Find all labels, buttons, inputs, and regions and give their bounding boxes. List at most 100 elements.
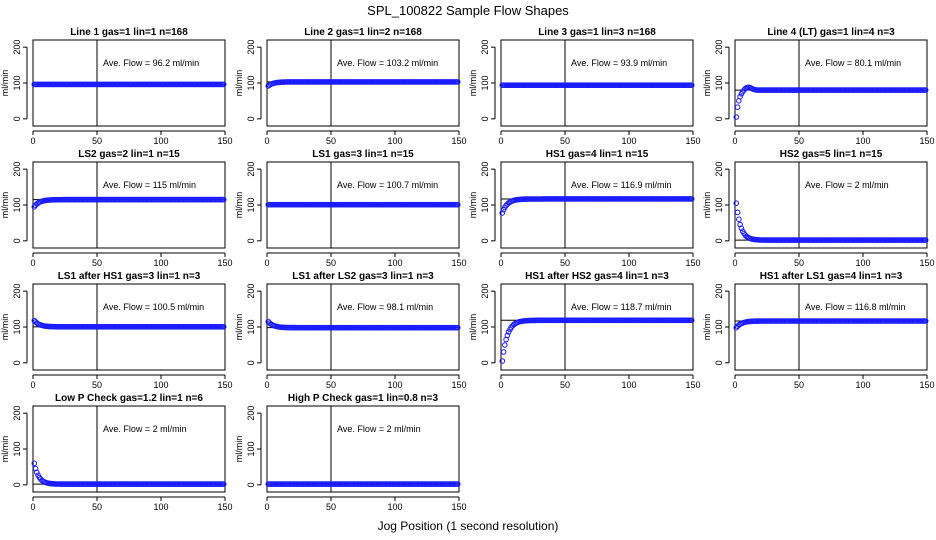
x-axis-label: Jog Position (1 second resolution) — [378, 519, 559, 533]
y-tick-label: 200 — [12, 40, 22, 55]
y-axis-label: ml/min — [234, 192, 244, 219]
y-tick-label: 0 — [480, 238, 490, 243]
x-tick-label: 100 — [153, 136, 168, 146]
x-tick-label: 150 — [919, 258, 934, 268]
data-series — [733, 200, 929, 243]
x-tick-label: 100 — [621, 136, 636, 146]
average-flow-annotation: Ave. Flow = 80.1 ml/min — [805, 58, 901, 68]
data-point — [737, 93, 743, 100]
x-tick-label: 50 — [326, 258, 336, 268]
panel-title: Low P Check gas=1.2 lin=1 n=6 — [55, 393, 203, 404]
data-point — [502, 342, 508, 348]
data-point — [220, 81, 227, 88]
x-tick-label: 100 — [153, 380, 168, 390]
data-point — [738, 225, 745, 232]
x-tick-label: 150 — [685, 136, 700, 146]
y-tick-label: 200 — [12, 406, 22, 421]
panel-12: HS1 after LS1 gas=4 lin=1 n=3 0 100 200 ml/m… — [702, 271, 935, 390]
data-point — [31, 460, 38, 467]
panel-title: High P Check gas=1 lin=0.8 n=3 — [288, 393, 439, 404]
x-tick-label: 150 — [685, 380, 700, 390]
x-tick-label: 100 — [387, 136, 402, 146]
average-flow-annotation: Ave. Flow = 96.2 ml/min — [103, 58, 199, 68]
data-point — [734, 104, 741, 110]
data-series — [265, 318, 461, 331]
y-tick-label: 100 — [480, 197, 490, 212]
y-axis-label: ml/min — [234, 436, 244, 463]
plot-frame — [734, 161, 928, 249]
y-tick-label: 100 — [714, 75, 724, 90]
data-series — [31, 81, 227, 88]
x-tick-label: 0 — [498, 136, 503, 146]
data-point — [733, 114, 740, 120]
data-point — [454, 201, 461, 208]
y-tick-label: 0 — [480, 116, 490, 121]
x-tick-label: 50 — [560, 380, 570, 390]
data-series — [499, 82, 695, 88]
x-tick-label: 0 — [732, 258, 737, 268]
y-tick-label: 200 — [246, 162, 256, 177]
x-tick-label: 0 — [732, 136, 737, 146]
data-series — [31, 317, 227, 330]
y-axis-label: ml/min — [468, 70, 478, 97]
x-tick-label: 100 — [855, 380, 870, 390]
panel-title: Line 4 (LT) gas=1 lin=4 n=3 — [767, 27, 895, 38]
panel-4: Line 4 (LT) gas=1 lin=4 n=3 0 100 200 ml/min… — [702, 27, 935, 146]
data-point — [454, 481, 461, 487]
y-axis-label: ml/min — [0, 192, 10, 219]
plot-frame — [266, 39, 460, 127]
y-tick-label: 100 — [246, 197, 256, 212]
x-tick-label: 50 — [92, 502, 102, 512]
x-tick-label: 0 — [30, 380, 35, 390]
x-tick-label: 50 — [560, 136, 570, 146]
y-tick-label: 100 — [246, 319, 256, 334]
x-tick-label: 150 — [451, 258, 466, 268]
panel-title: LS1 gas=3 lin=1 n=15 — [312, 149, 414, 160]
y-tick-label: 200 — [714, 40, 724, 55]
average-flow-annotation: Ave. Flow = 115 ml/min — [103, 180, 196, 190]
panel-11: HS1 after HS2 gas=4 lin=1 n=3 0 100 200 ml/m… — [468, 271, 701, 390]
data-point — [733, 200, 740, 206]
average-flow-annotation: Ave. Flow = 118.7 ml/min — [571, 302, 671, 312]
data-series — [265, 201, 461, 208]
y-axis-label: ml/min — [468, 192, 478, 219]
y-tick-label: 200 — [480, 40, 490, 55]
average-flow-annotation: Ave. Flow = 93.9 ml/min — [571, 58, 667, 68]
y-axis-label: ml/min — [702, 314, 712, 341]
x-tick-label: 0 — [30, 258, 35, 268]
y-tick-label: 200 — [714, 162, 724, 177]
x-tick-label: 150 — [919, 380, 934, 390]
x-tick-label: 50 — [794, 258, 804, 268]
panel-2: Line 2 gas=1 lin=2 n=168 0 100 200 ml/min 0 50… — [234, 27, 467, 146]
data-point — [922, 237, 929, 243]
y-tick-label: 100 — [12, 75, 22, 90]
plot-frame — [32, 405, 226, 493]
panel-1: Line 1 gas=1 lin=1 n=168 0 100 200 ml/min 0 50… — [0, 27, 233, 146]
y-tick-label: 0 — [246, 116, 256, 121]
plot-frame — [734, 39, 928, 127]
x-tick-label: 0 — [264, 258, 269, 268]
y-tick-label: 200 — [12, 162, 22, 177]
data-point — [499, 358, 506, 364]
x-tick-label: 150 — [217, 380, 232, 390]
x-tick-label: 150 — [451, 136, 466, 146]
plot-frame — [500, 161, 694, 249]
panel-title: LS1 after HS1 gas=3 lin=1 n=3 — [58, 271, 201, 282]
y-axis-label: ml/min — [702, 192, 712, 219]
panel-6: LS1 gas=3 lin=1 n=15 0 100 200 ml/min 0 50 100 1… — [234, 149, 467, 268]
panel-title: HS1 after LS1 gas=4 lin=1 n=3 — [760, 271, 903, 282]
data-point — [220, 481, 227, 487]
data-point — [688, 196, 695, 202]
x-tick-label: 150 — [685, 258, 700, 268]
x-tick-label: 0 — [498, 258, 503, 268]
panel-8: HS2 gas=5 lin=1 n=15 0 100 200 ml/min 0 50 100 1… — [702, 149, 935, 268]
y-tick-label: 0 — [246, 482, 256, 487]
data-point — [922, 318, 929, 324]
y-tick-label: 0 — [12, 116, 22, 121]
data-point — [220, 196, 227, 203]
panel-5: LS2 gas=2 lin=1 n=15 0 100 200 ml/min 0 50 100 1… — [0, 149, 233, 268]
x-tick-label: 100 — [153, 258, 168, 268]
average-flow-annotation: Ave. Flow = 116.8 ml/min — [805, 302, 905, 312]
x-tick-label: 0 — [498, 380, 503, 390]
x-tick-label: 0 — [30, 136, 35, 146]
